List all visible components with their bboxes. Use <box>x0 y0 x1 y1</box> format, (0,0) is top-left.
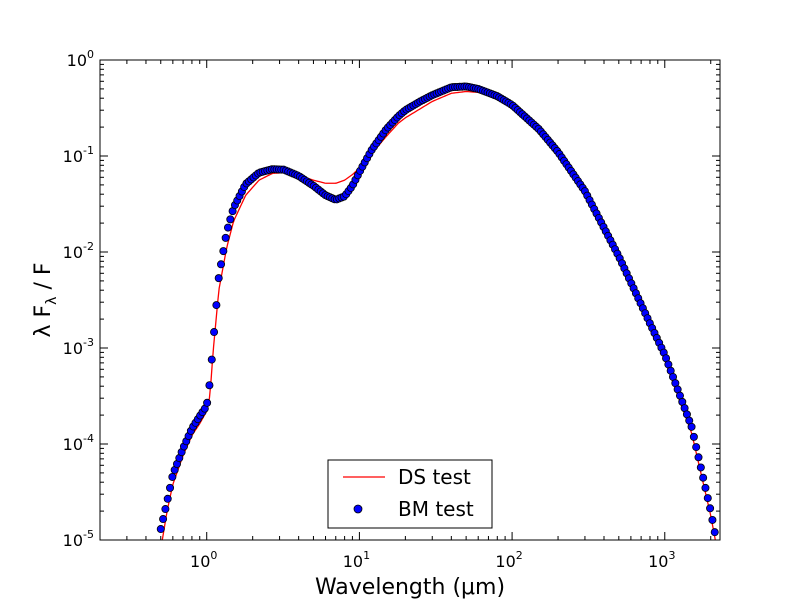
data-point <box>210 328 219 337</box>
data-point <box>689 432 698 441</box>
legend-frame <box>327 459 493 529</box>
data-point <box>223 223 232 232</box>
data-point <box>687 422 696 431</box>
data-point <box>226 215 235 224</box>
data-point <box>163 494 172 503</box>
y-tick-label: 10-3 <box>63 336 94 358</box>
plot-frame <box>99 59 721 541</box>
x-axis-title: Wavelength (μm) <box>315 575 505 600</box>
data-point <box>703 494 712 503</box>
y-axis-title-group: λ Fλ / F <box>31 262 60 337</box>
y-tick-label: 10-4 <box>63 432 94 454</box>
data-point <box>699 473 708 482</box>
series-layer <box>156 82 719 540</box>
data-point <box>692 443 701 452</box>
legend-label-ds: DS test <box>398 465 471 489</box>
ticks-layer <box>100 59 720 541</box>
data-point <box>203 398 212 407</box>
data-point <box>207 355 216 364</box>
y-tick-label: 100 <box>67 48 94 70</box>
y-tick-label: 10-2 <box>63 240 94 262</box>
data-point <box>710 528 719 537</box>
x-tick-label: 102 <box>495 549 522 571</box>
data-point <box>696 463 705 472</box>
data-point <box>217 260 226 269</box>
x-tick-label: 103 <box>648 549 675 571</box>
data-point <box>205 381 214 390</box>
legend: DS test BM test <box>327 459 493 529</box>
x-tick-label: 101 <box>343 549 370 571</box>
data-point <box>221 233 230 242</box>
data-point <box>212 301 221 310</box>
data-point <box>159 515 168 524</box>
x-tick-label: 100 <box>190 549 217 571</box>
legend-marker-swatch <box>353 504 363 514</box>
data-point <box>694 453 703 462</box>
data-point <box>214 274 223 283</box>
data-point <box>168 472 177 481</box>
y-tick-label: 10-5 <box>63 528 94 550</box>
data-point <box>156 525 165 534</box>
data-point <box>706 504 715 513</box>
legend-label-bm: BM test <box>398 497 474 521</box>
data-point <box>161 505 170 514</box>
data-point <box>166 483 175 492</box>
data-point <box>708 515 717 524</box>
tick-labels-layer: 100 101 102 103 10-5 10-4 10-3 10-2 10-1 100 <box>63 48 676 571</box>
data-point <box>701 483 710 492</box>
y-tick-label: 10-1 <box>63 144 94 166</box>
data-point <box>219 247 228 256</box>
y-axis-title: λ Fλ / F <box>31 262 60 337</box>
series-markers-1 <box>156 82 719 537</box>
